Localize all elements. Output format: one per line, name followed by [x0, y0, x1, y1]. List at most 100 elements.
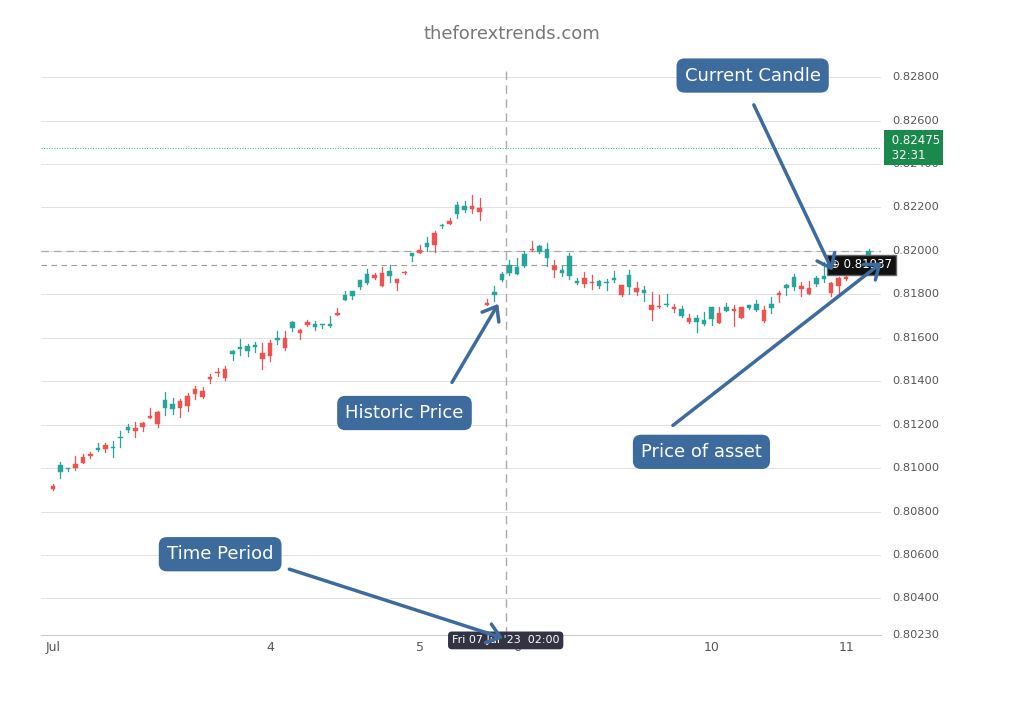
- Bar: [792, 277, 796, 287]
- Bar: [312, 324, 317, 327]
- Bar: [215, 371, 220, 373]
- Bar: [515, 267, 519, 274]
- Bar: [66, 468, 71, 469]
- Bar: [133, 428, 137, 431]
- Bar: [305, 323, 309, 325]
- Bar: [260, 353, 265, 359]
- Text: 0.82800: 0.82800: [892, 72, 939, 82]
- Bar: [724, 307, 729, 311]
- Bar: [507, 265, 512, 273]
- Bar: [710, 306, 714, 319]
- Bar: [95, 448, 100, 450]
- Bar: [814, 277, 818, 284]
- Text: 0.80230: 0.80230: [892, 630, 939, 640]
- Text: Fri 07 Jul '23  02:00: Fri 07 Jul '23 02:00: [452, 635, 559, 645]
- Text: Historic Price: Historic Price: [345, 404, 464, 422]
- Bar: [694, 318, 698, 322]
- Bar: [649, 305, 654, 310]
- Text: 0.80600: 0.80600: [892, 550, 939, 560]
- Bar: [866, 251, 870, 255]
- Bar: [799, 287, 804, 289]
- Bar: [81, 457, 85, 462]
- Bar: [462, 205, 467, 210]
- Text: 0.81000: 0.81000: [892, 463, 939, 473]
- Bar: [253, 345, 257, 347]
- Bar: [567, 256, 571, 276]
- Text: Time Period: Time Period: [167, 545, 273, 563]
- Bar: [604, 282, 609, 283]
- Text: Price of asset: Price of asset: [641, 443, 762, 461]
- Bar: [402, 272, 407, 273]
- Bar: [784, 285, 788, 288]
- Bar: [656, 306, 662, 307]
- Bar: [500, 274, 504, 280]
- Bar: [493, 292, 497, 295]
- Bar: [679, 309, 684, 316]
- Text: theforextrends.com: theforextrends.com: [424, 25, 600, 42]
- Bar: [559, 270, 564, 273]
- Bar: [208, 377, 212, 378]
- Bar: [223, 369, 227, 378]
- Bar: [410, 253, 415, 256]
- Bar: [455, 205, 460, 215]
- Bar: [58, 465, 62, 472]
- Bar: [118, 436, 123, 438]
- Bar: [350, 291, 354, 296]
- Bar: [343, 295, 347, 300]
- Bar: [470, 206, 474, 209]
- Bar: [529, 249, 535, 250]
- Bar: [140, 423, 145, 427]
- Bar: [484, 303, 489, 304]
- Text: 0.80800: 0.80800: [892, 507, 939, 517]
- Bar: [267, 343, 272, 356]
- Bar: [275, 338, 280, 340]
- Bar: [762, 310, 766, 321]
- Bar: [538, 246, 542, 253]
- Text: 0.82475
 32:31: 0.82475 32:31: [888, 133, 940, 162]
- Bar: [776, 294, 781, 295]
- Bar: [126, 427, 130, 430]
- Bar: [642, 289, 646, 293]
- Bar: [395, 280, 399, 283]
- Bar: [335, 313, 340, 315]
- Bar: [51, 486, 55, 489]
- Bar: [545, 249, 549, 258]
- Bar: [373, 275, 377, 278]
- Bar: [290, 322, 295, 328]
- Bar: [717, 313, 721, 323]
- Bar: [193, 389, 198, 394]
- Text: 0.81600: 0.81600: [892, 333, 939, 343]
- Bar: [612, 278, 616, 280]
- Bar: [807, 288, 811, 294]
- Bar: [163, 400, 168, 407]
- Bar: [597, 281, 601, 287]
- Bar: [440, 225, 444, 227]
- Text: 0.81400: 0.81400: [892, 376, 939, 386]
- Bar: [328, 324, 332, 325]
- Bar: [156, 412, 160, 424]
- Bar: [418, 250, 422, 253]
- Text: 0.82600: 0.82600: [892, 116, 939, 126]
- Bar: [821, 275, 826, 279]
- Bar: [851, 269, 856, 274]
- Bar: [837, 278, 841, 286]
- Bar: [844, 277, 849, 279]
- Bar: [357, 280, 362, 287]
- Bar: [769, 304, 773, 308]
- Bar: [283, 338, 287, 348]
- Text: ⊕ 0.81937: ⊕ 0.81937: [830, 258, 893, 271]
- Bar: [201, 391, 205, 397]
- Bar: [635, 288, 639, 292]
- Bar: [238, 347, 243, 349]
- Bar: [447, 221, 452, 225]
- Bar: [365, 275, 370, 282]
- Text: 0.82000: 0.82000: [892, 246, 939, 256]
- Bar: [387, 271, 392, 276]
- Bar: [522, 254, 526, 265]
- Bar: [582, 277, 587, 284]
- Bar: [321, 323, 325, 325]
- Text: 0.81200: 0.81200: [892, 419, 939, 430]
- Bar: [298, 330, 302, 333]
- Bar: [829, 283, 834, 293]
- Text: 0.82200: 0.82200: [892, 203, 939, 213]
